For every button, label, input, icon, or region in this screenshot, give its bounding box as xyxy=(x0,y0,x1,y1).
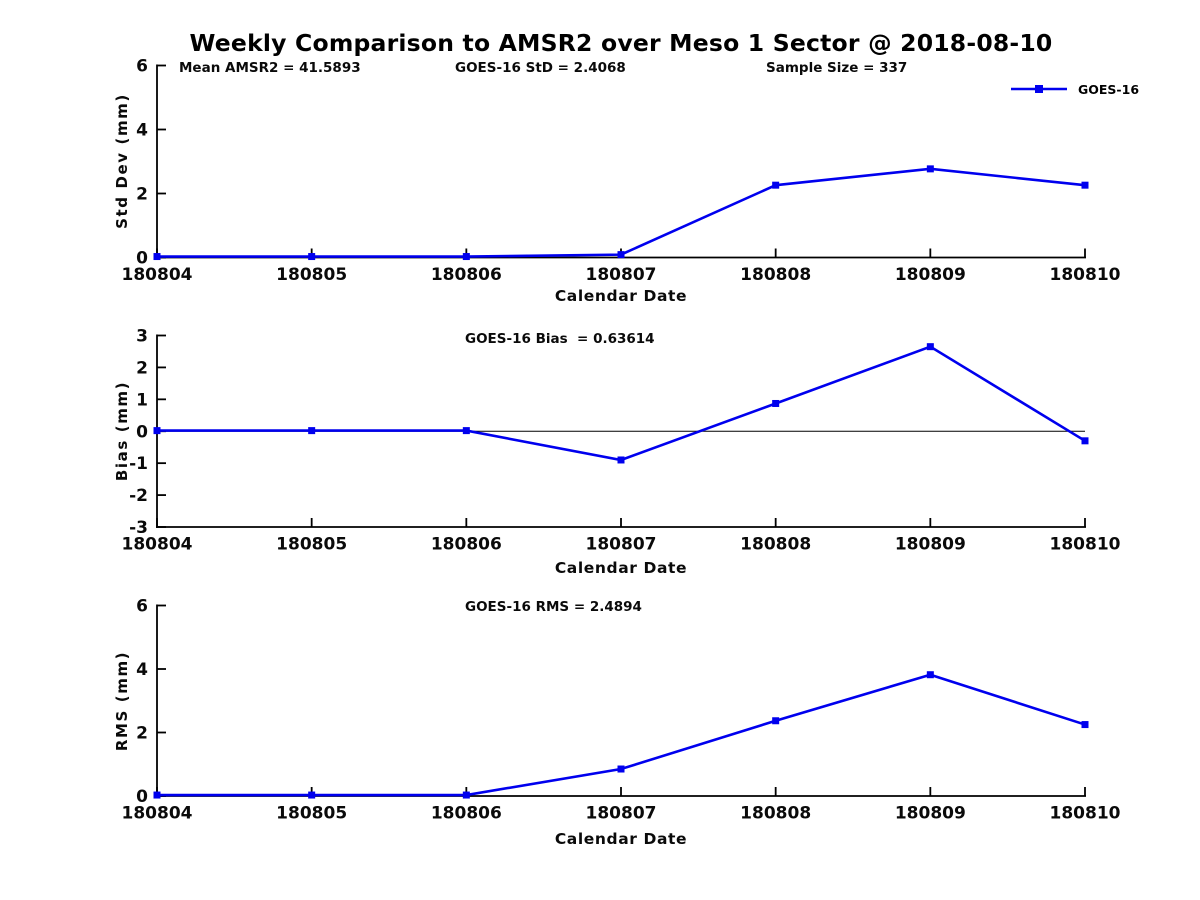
rms-chart-x-tick-label: 180808 xyxy=(740,804,811,824)
annotation-goes16-std: GOES-16 StD = 2.4068 xyxy=(455,60,626,76)
std-dev-chart-x-tick-label: 180810 xyxy=(1050,265,1121,285)
rms-chart-series-line xyxy=(157,673,1086,797)
bias-chart-y-tick-label: -2 xyxy=(129,486,148,506)
annotation-sample-size: Sample Size = 337 xyxy=(766,60,908,76)
annotation-goes16-bias: GOES-16 Bias = 0.63614 xyxy=(465,331,655,347)
bias-chart-x-tick-label: 180809 xyxy=(895,535,966,555)
bias-chart-series-marker xyxy=(772,399,780,407)
std-dev-chart-x-tick-label: 180807 xyxy=(586,265,657,285)
rms-chart-series-marker xyxy=(308,791,316,799)
std-dev-chart-y-tick-label: 2 xyxy=(136,185,148,205)
rms-chart-x-tick-label: 180809 xyxy=(895,804,966,824)
legend-label: GOES-16 xyxy=(1078,81,1140,97)
std-dev-chart-y-tick-label: 0 xyxy=(136,249,148,269)
bias-chart-y-tick-label: -3 xyxy=(129,518,148,538)
bias-chart-series-marker xyxy=(308,427,316,435)
std-dev-chart-series-marker xyxy=(617,251,625,259)
bias-chart-y-tick-label: 3 xyxy=(136,327,148,347)
rms-chart-series-marker xyxy=(926,671,934,679)
bias-chart-y-tick-label: 2 xyxy=(136,358,148,378)
std-dev-chart-series-marker xyxy=(1081,181,1089,189)
std-dev-chart-series-marker xyxy=(308,253,316,261)
bias-chart-series-marker xyxy=(462,427,470,435)
xlabel-top: Calendar Date xyxy=(554,287,688,305)
rms-chart-x-tick-label: 180805 xyxy=(276,804,347,824)
std-dev-chart-series-marker xyxy=(153,253,161,261)
page-title: Weekly Comparison to AMSR2 over Meso 1 S… xyxy=(189,29,1053,57)
xlabel-bottom: Calendar Date xyxy=(554,830,688,848)
rms-chart-series-marker xyxy=(1081,721,1089,729)
bias-chart-x-tick-label: 180805 xyxy=(276,535,347,555)
rms-chart-series-marker xyxy=(617,765,625,773)
ylabel-rms: RMS (mm) xyxy=(113,650,131,752)
xlabel-middle: Calendar Date xyxy=(554,559,688,577)
std-dev-chart-series-marker xyxy=(462,253,470,261)
rms-chart-y-tick-label: 0 xyxy=(136,787,148,807)
bias-chart-x-tick-label: 180806 xyxy=(431,535,502,555)
bias-chart-series-marker xyxy=(617,456,625,464)
rms-chart-y-tick-label: 4 xyxy=(136,660,148,680)
std-dev-chart-x-tick-label: 180808 xyxy=(740,265,811,285)
bias-chart-series-marker xyxy=(153,427,161,435)
ylabel-bias: Bias (mm) xyxy=(113,380,131,482)
bias-chart-x-tick-label: 180808 xyxy=(740,535,811,555)
bias-chart-x-tick-label: 180804 xyxy=(122,535,193,555)
rms-chart-y-tick-label: 2 xyxy=(136,724,148,744)
bias-chart-y-tick-label: 0 xyxy=(136,422,148,442)
bias-chart-series-line xyxy=(157,345,1086,462)
legend-line-marker-icon xyxy=(1011,85,1067,93)
rms-chart-series-marker xyxy=(772,717,780,725)
legend: GOES-16 xyxy=(1009,80,1139,98)
rms-chart-x-tick-label: 180806 xyxy=(431,804,502,824)
std-dev-chart-x-tick-label: 180806 xyxy=(431,265,502,285)
rms-chart-series-marker xyxy=(153,791,161,799)
annotation-goes16-rms: GOES-16 RMS = 2.4894 xyxy=(465,599,642,615)
std-dev-chart-y-tick-label: 6 xyxy=(136,57,148,77)
std-dev-chart-series-line xyxy=(157,167,1086,258)
std-dev-chart-x-tick-label: 180805 xyxy=(276,265,347,285)
rms-chart-x-tick-label: 180807 xyxy=(586,804,657,824)
bias-chart-x-tick-label: 180810 xyxy=(1050,535,1121,555)
rms-chart-x-tick-label: 180804 xyxy=(122,804,193,824)
bias-chart-y-tick-label: 1 xyxy=(136,390,148,410)
rms-chart-y-tick-label: 6 xyxy=(136,597,148,617)
rms-chart-x-tick-label: 180810 xyxy=(1050,804,1121,824)
rms-chart-series-marker xyxy=(462,791,470,799)
bias-chart-series-marker xyxy=(926,343,934,351)
std-dev-chart-x-tick-label: 180809 xyxy=(895,265,966,285)
ylabel-std-dev: Std Dev (mm) xyxy=(113,93,131,229)
std-dev-chart-series-marker xyxy=(772,181,780,189)
std-dev-chart-series-marker xyxy=(926,165,934,173)
bias-chart-y-tick-label: -1 xyxy=(129,454,148,474)
bias-chart-x-tick-label: 180807 xyxy=(586,535,657,555)
annotation-mean-amsr2: Mean AMSR2 = 41.5893 xyxy=(179,60,361,76)
std-dev-chart-y-tick-label: 4 xyxy=(136,121,148,141)
bias-chart-series-marker xyxy=(1081,437,1089,445)
std-dev-chart-x-tick-label: 180804 xyxy=(122,265,193,285)
